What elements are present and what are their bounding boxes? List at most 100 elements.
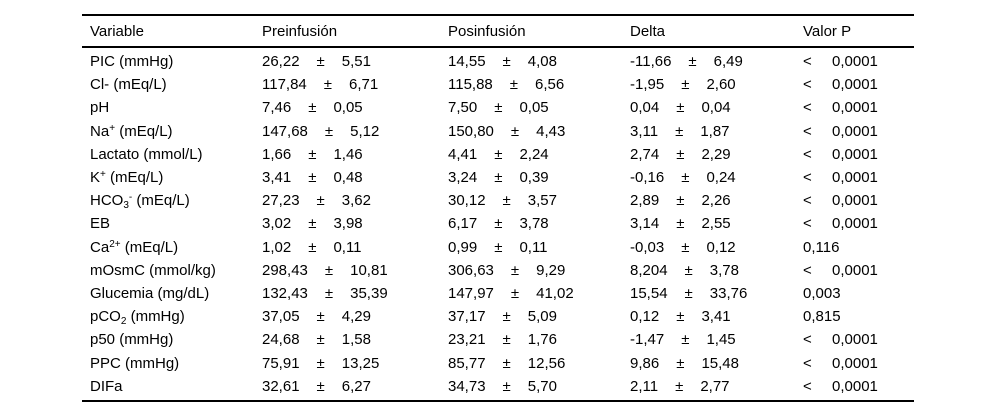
pos-cell: 147,97 ±41,02	[448, 285, 630, 302]
pos-cell: 7,50 ±0,05	[448, 99, 630, 116]
delta-cell: -1,95 ±2,60	[630, 76, 803, 93]
delta-cell: 2,89 ±2,26	[630, 192, 803, 209]
plus-minus-sign: ±	[324, 122, 334, 140]
less-than-sign: <	[803, 331, 812, 349]
pre-mean: 147,68	[262, 122, 308, 140]
plus-minus-sign: ±	[308, 99, 317, 117]
delta-sd: 33,76	[709, 284, 748, 302]
pre-cell: 3,02 ±3,98	[262, 215, 448, 232]
table-row: K+ (mEq/L) 3,41 ±0,48 3,24 ±0,39 -0,16 ±0,24 <0…	[82, 166, 914, 189]
pos-sd: 0,39	[519, 169, 549, 187]
delta-mean: 2,11	[630, 377, 659, 395]
plus-minus-sign: ±	[681, 331, 690, 349]
delta-cell: 8,204 ±3,78	[630, 262, 803, 279]
delta-mean: 3,11	[630, 122, 659, 140]
delta-mean: 0,12	[630, 308, 660, 326]
pre-mean: 3,02	[262, 215, 292, 233]
delta-sd: 2,26	[701, 192, 731, 210]
pre-mean: 1,02	[262, 238, 292, 256]
pos-mean: 3,24	[448, 169, 478, 187]
pos-mean: 14,55	[448, 53, 486, 71]
pos-sd: 0,11	[519, 238, 548, 256]
less-than-sign: <	[803, 377, 812, 395]
plus-minus-sign: ±	[494, 238, 503, 256]
pos-mean: 37,17	[448, 308, 486, 326]
delta-cell: 2,11 ±2,77	[630, 378, 803, 395]
plus-minus-sign: ±	[676, 99, 685, 117]
pos-mean: 30,12	[448, 192, 486, 210]
p-value: 0,003	[803, 284, 841, 302]
pos-cell: 6,17 ±3,78	[448, 215, 630, 232]
pre-cell: 3,41 ±0,48	[262, 169, 448, 186]
plus-minus-sign: ±	[324, 284, 334, 302]
pre-mean: 32,61	[262, 377, 300, 395]
pos-sd: 2,24	[519, 145, 549, 163]
p-value: 0,0001	[832, 215, 878, 233]
pre-cell: 7,46 ±0,05	[262, 99, 448, 116]
pos-cell: 30,12 ±3,57	[448, 192, 630, 209]
plus-minus-sign: ±	[308, 169, 317, 187]
column-header-preinfusion: Preinfusión	[262, 22, 338, 40]
less-than-sign: <	[803, 145, 812, 163]
table-row: mOsmC (mmol/kg) 298,43 ±10,81 306,63 ±9,29 8,…	[82, 259, 914, 282]
plus-minus-sign: ±	[323, 76, 332, 94]
variable-cell: pH	[90, 99, 110, 117]
pre-cell: 132,43 ±35,39	[262, 285, 448, 302]
p-value-cell: 0,116	[803, 239, 914, 256]
delta-sd: 0,04	[701, 99, 731, 117]
p-value: 0,0001	[832, 122, 878, 140]
p-value-cell: <0,0001	[803, 355, 914, 372]
plus-minus-sign: ±	[681, 238, 690, 256]
pre-mean: 117,84	[262, 76, 307, 94]
pre-cell: 1,66 ±1,46	[262, 146, 448, 163]
p-value-cell: <0,0001	[803, 378, 914, 395]
plus-minus-sign: ±	[502, 331, 511, 349]
delta-cell: -0,16 ±0,24	[630, 169, 803, 186]
delta-mean: 9,86	[630, 354, 660, 372]
table-header-row: Variable Preinfusión Posinfusión Delta V…	[82, 14, 914, 48]
p-value: 0,0001	[832, 354, 878, 372]
plus-minus-sign: ±	[316, 192, 325, 210]
plus-minus-sign: ±	[510, 261, 520, 279]
plus-minus-sign: ±	[502, 53, 511, 71]
delta-mean: 2,89	[630, 192, 660, 210]
delta-sd: 3,41	[701, 308, 731, 326]
pos-cell: 23,21 ±1,76	[448, 331, 630, 348]
p-value: 0,0001	[832, 145, 878, 163]
plus-minus-sign: ±	[494, 99, 503, 117]
plus-minus-sign: ±	[676, 192, 685, 210]
delta-cell: 15,54 ±33,76	[630, 285, 803, 302]
p-value: 0,0001	[832, 192, 878, 210]
variable-cell: Na+ (mEq/L)	[90, 122, 173, 140]
pos-mean: 85,77	[448, 354, 486, 372]
variable-cell: EB	[90, 215, 111, 233]
delta-sd: 0,24	[706, 169, 736, 187]
delta-mean: 3,14	[630, 215, 660, 233]
plus-minus-sign: ±	[502, 354, 511, 372]
delta-mean: -11,66	[630, 53, 672, 71]
pre-sd: 0,11	[333, 238, 362, 256]
variable-cell: p50 (mmHg)	[90, 331, 174, 349]
plus-minus-sign: ±	[316, 354, 325, 372]
table-row: DIFa 32,61 ±6,27 34,73 ±5,70 2,11 ±2,77 <0,0001	[82, 375, 914, 398]
pre-mean: 26,22	[262, 53, 300, 71]
pre-mean: 298,43	[262, 261, 308, 279]
plus-minus-sign: ±	[308, 238, 317, 256]
pre-cell: 117,84 ±6,71	[262, 76, 448, 93]
pos-cell: 14,55 ±4,08	[448, 53, 630, 70]
pos-mean: 0,99	[448, 238, 478, 256]
delta-sd: 0,12	[706, 238, 736, 256]
pos-cell: 0,99 ±0,11	[448, 239, 630, 256]
pos-sd: 5,70	[527, 377, 557, 395]
p-value-cell: 0,003	[803, 285, 914, 302]
plus-minus-sign: ±	[502, 192, 511, 210]
table-row: EB 3,02 ±3,98 6,17 ±3,78 3,14 ±2,55 <0,0001	[82, 212, 914, 235]
pre-sd: 1,46	[333, 145, 363, 163]
table-row: pCO2 (mmHg) 37,05 ±4,29 37,17 ±5,09 0,12 ±3,41…	[82, 305, 914, 328]
column-header-valor-p: Valor P	[803, 22, 852, 40]
delta-sd: 15,48	[701, 354, 739, 372]
pos-sd: 5,09	[527, 308, 557, 326]
pre-mean: 27,23	[262, 192, 300, 210]
variable-cell: mOsmC (mmol/kg)	[90, 261, 216, 279]
plus-minus-sign: ±	[684, 284, 693, 302]
